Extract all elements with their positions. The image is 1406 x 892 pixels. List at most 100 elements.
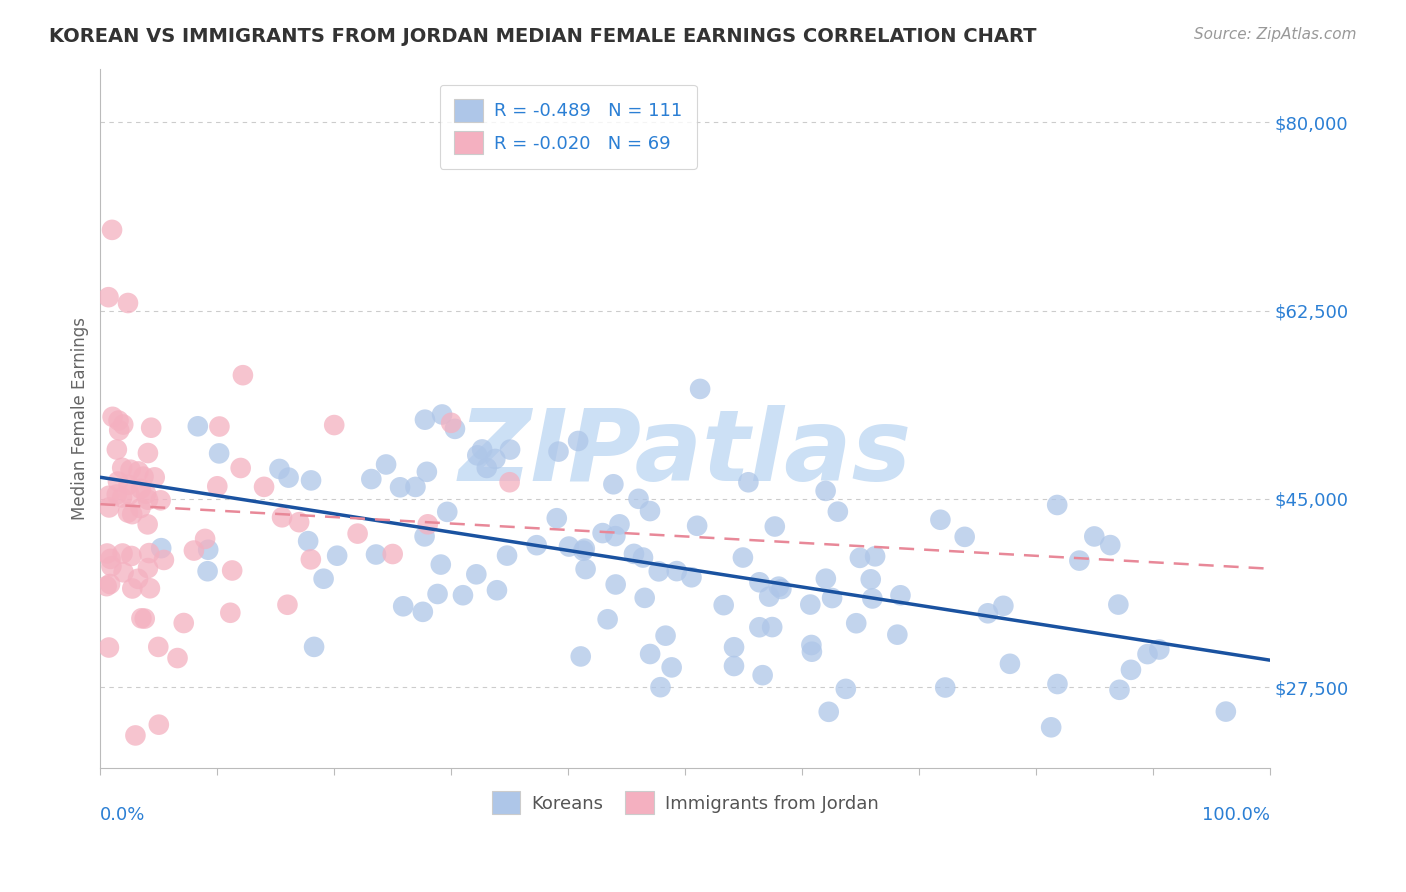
Point (605, 529, 627, 543)
Point (129, 482, 152, 496)
Point (650, 680, 672, 694)
Point (1040, 720, 1063, 734)
Point (800, 638, 823, 652)
Point (111, 460, 134, 475)
Point (375, 458, 398, 472)
Point (132, 469, 155, 483)
Point (166, 651, 188, 665)
Point (112, 566, 135, 580)
Point (208, 446, 231, 460)
Point (1046, 677, 1069, 691)
Point (1136, 647, 1159, 661)
Point (547, 444, 569, 458)
Point (326, 549, 349, 563)
Point (124, 728, 146, 742)
Point (136, 561, 159, 575)
Point (763, 519, 786, 533)
Point (392, 599, 415, 614)
Point (661, 660, 683, 674)
Point (404, 480, 426, 494)
Point (101, 223, 124, 237)
Point (631, 550, 654, 565)
Point (859, 572, 882, 586)
Point (845, 616, 868, 631)
Point (416, 465, 439, 479)
Point (153, 553, 176, 567)
Point (111, 547, 134, 561)
Point (1107, 598, 1129, 612)
Point (574, 541, 596, 556)
Point (108, 423, 131, 437)
Point (299, 552, 322, 566)
Text: Source: ZipAtlas.com: Source: ZipAtlas.com (1194, 27, 1357, 42)
Point (381, 547, 404, 561)
Point (97, 489, 120, 503)
Point (121, 507, 143, 521)
Point (323, 418, 346, 433)
Point (112, 417, 135, 432)
Point (208, 419, 231, 434)
Point (127, 572, 149, 586)
Point (187, 419, 209, 434)
Point (346, 526, 368, 541)
Point (686, 518, 709, 533)
Point (627, 491, 650, 506)
Point (111, 491, 134, 505)
Text: 100.0%: 100.0% (1202, 806, 1270, 824)
Point (135, 487, 157, 501)
Point (232, 368, 254, 383)
Point (141, 420, 163, 434)
Point (107, 413, 129, 427)
Point (253, 480, 276, 494)
Point (496, 549, 519, 563)
Point (277, 470, 299, 484)
Point (96, 547, 118, 561)
Point (485, 583, 508, 598)
Point (440, 416, 463, 430)
Point (101, 409, 124, 424)
Point (134, 611, 156, 625)
Point (364, 548, 387, 562)
Point (737, 475, 759, 490)
Point (602, 477, 624, 491)
Point (827, 505, 849, 519)
Point (465, 567, 488, 582)
Point (814, 483, 837, 498)
Point (413, 529, 436, 543)
Point (860, 591, 883, 606)
Text: ZIPatlas: ZIPatlas (458, 405, 911, 501)
Point (120, 463, 142, 477)
Point (929, 513, 952, 527)
Point (835, 681, 858, 696)
Point (689, 382, 711, 396)
Point (1215, 705, 1237, 719)
Point (748, 575, 770, 590)
Point (143, 470, 166, 484)
Point (761, 620, 783, 634)
Point (748, 620, 770, 634)
Point (312, 572, 335, 586)
Point (998, 657, 1021, 671)
Point (592, 526, 614, 541)
Point (444, 422, 467, 436)
Point (800, 645, 823, 659)
Point (127, 464, 149, 478)
Point (558, 540, 581, 554)
Point (107, 475, 129, 489)
Point (731, 550, 754, 565)
Point (575, 562, 598, 576)
Point (499, 442, 522, 457)
Point (207, 479, 229, 493)
Point (138, 546, 160, 560)
Point (814, 572, 837, 586)
Point (526, 538, 548, 552)
Point (96, 579, 118, 593)
Point (297, 534, 319, 549)
Point (475, 461, 498, 475)
Point (413, 412, 436, 426)
Point (97, 640, 120, 655)
Point (768, 580, 790, 594)
Point (271, 510, 294, 524)
Point (993, 599, 1015, 613)
Point (451, 588, 474, 602)
